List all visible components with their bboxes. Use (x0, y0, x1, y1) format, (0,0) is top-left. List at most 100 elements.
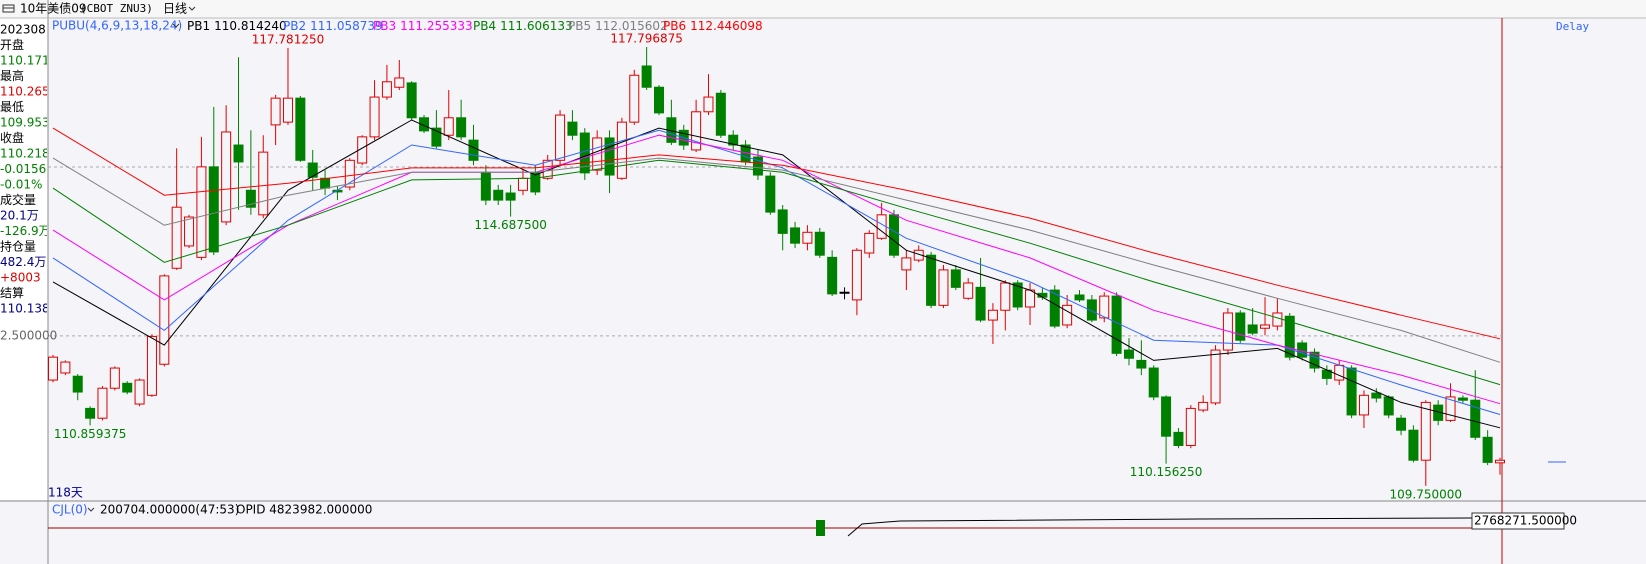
candle-body (851, 249, 862, 301)
candle-body (530, 172, 541, 193)
sub-axis-label: 2768271.500000 (1474, 514, 1577, 528)
candle-body (1086, 299, 1097, 321)
candle-body (295, 97, 306, 161)
candle-body (1470, 399, 1481, 438)
legend-name: PB2 (283, 19, 306, 33)
candle-body (765, 175, 776, 213)
indicator-chevron[interactable] (172, 23, 180, 28)
candle-body (270, 97, 281, 126)
sub-axis-box (1471, 512, 1565, 530)
sub-chevron[interactable] (87, 507, 95, 512)
candle-body (282, 97, 293, 123)
menu-icon[interactable] (2, 4, 15, 13)
extreme-label: 109.750000 (1390, 487, 1463, 501)
indicator-line (52, 159, 1501, 386)
candle-body (1346, 367, 1357, 416)
candle-body (1272, 312, 1283, 327)
legend-entry: PB2 111.058739 (283, 19, 383, 33)
candle-body (1173, 431, 1184, 446)
candle-body (950, 269, 961, 288)
sub-indicator[interactable]: CJL(0) (52, 503, 88, 517)
candle-body (913, 249, 924, 261)
candle-body (258, 151, 269, 216)
indicator-line (52, 119, 1501, 429)
candle-body (493, 189, 504, 201)
candle-body (1371, 392, 1382, 399)
legend-entry: PB3 111.255333 (373, 19, 473, 33)
extreme-label: 114.687500 (474, 218, 547, 232)
sidebar-item: 开盘 (0, 37, 24, 52)
sidebar-item: 收盘 (0, 130, 24, 145)
sidebar-item: 109.953 (0, 116, 50, 130)
indicator-name[interactable]: PUBU(4,6,9,13,18,24) (52, 19, 182, 33)
sidebar-item: 20230814 (0, 23, 61, 37)
candle-body (975, 286, 986, 321)
candle-body (146, 335, 157, 396)
sidebar-item: 110.2187 (0, 147, 57, 161)
legend-entry: PB1 110.814240 (187, 19, 287, 33)
legend-value: 110.814240 (214, 19, 287, 33)
candle-body (616, 121, 627, 179)
candle-body (1025, 289, 1036, 308)
candle-body (1049, 289, 1060, 327)
days-label: 118天 (48, 486, 83, 500)
candle-body (456, 117, 467, 138)
sub-volume: 200704.000000(47:53) (100, 503, 239, 517)
candle-body (1235, 312, 1246, 341)
candle-body (221, 131, 232, 223)
indicator-line (52, 157, 1501, 363)
candle-body (1062, 304, 1073, 326)
delay: Delay (1556, 20, 1589, 33)
candle-body (443, 117, 454, 136)
candle-body (926, 254, 937, 306)
candle-body (208, 166, 219, 253)
extreme-label: 110.156250 (1130, 465, 1203, 479)
legend-name: PB6 (663, 19, 686, 33)
candle-body (1358, 394, 1369, 416)
candle-body (85, 407, 96, 419)
sidebar-item: +8003 (0, 271, 41, 285)
candle-body (555, 114, 566, 161)
symbol: (CBOT ZNU3) (80, 2, 153, 15)
candle-body (109, 367, 120, 389)
candle-body (1383, 396, 1394, 416)
y-tick-label: 2.500000 (0, 328, 57, 342)
sub-line (847, 517, 1473, 537)
candle-body (196, 166, 207, 258)
candle-body (406, 82, 417, 119)
sidebar-item: 110.1718 (0, 54, 57, 68)
candle-body (134, 379, 145, 405)
period[interactable]: 日线 (163, 2, 187, 16)
candle-body (542, 159, 553, 179)
candle-body (419, 117, 430, 132)
sidebar-item: 110.1382 (0, 302, 57, 316)
candle-body (703, 96, 714, 113)
candle-body (233, 144, 244, 163)
legend-name: PB1 (187, 19, 210, 33)
legend-name: PB4 (473, 19, 496, 33)
candle-body (517, 177, 528, 191)
indicator-line (52, 129, 1501, 415)
period-chevron[interactable] (188, 6, 196, 11)
candle-body (752, 156, 763, 176)
candle-body (604, 137, 615, 176)
candle-body (1099, 295, 1110, 319)
sidebar-item: 持仓量 (0, 239, 36, 254)
candle-body (480, 171, 491, 201)
candle-body (1309, 351, 1320, 369)
sidebar-item: 最高 (0, 68, 24, 83)
candle-body (1247, 324, 1258, 334)
candle-body (159, 275, 170, 365)
legend-value: 111.058739 (310, 19, 383, 33)
candle-body (567, 121, 578, 136)
sidebar-item: 成交量 (0, 192, 36, 207)
title: 10年美债09 (20, 2, 87, 16)
candle-body (715, 92, 726, 136)
sidebar-item: 最低 (0, 100, 24, 114)
sidebar-item: 20.1万 (0, 209, 39, 223)
candle-body (1482, 436, 1493, 463)
sidebar-item: -0.01% (0, 178, 42, 192)
legend-name: PB3 (373, 19, 396, 33)
candle-body (629, 74, 640, 123)
